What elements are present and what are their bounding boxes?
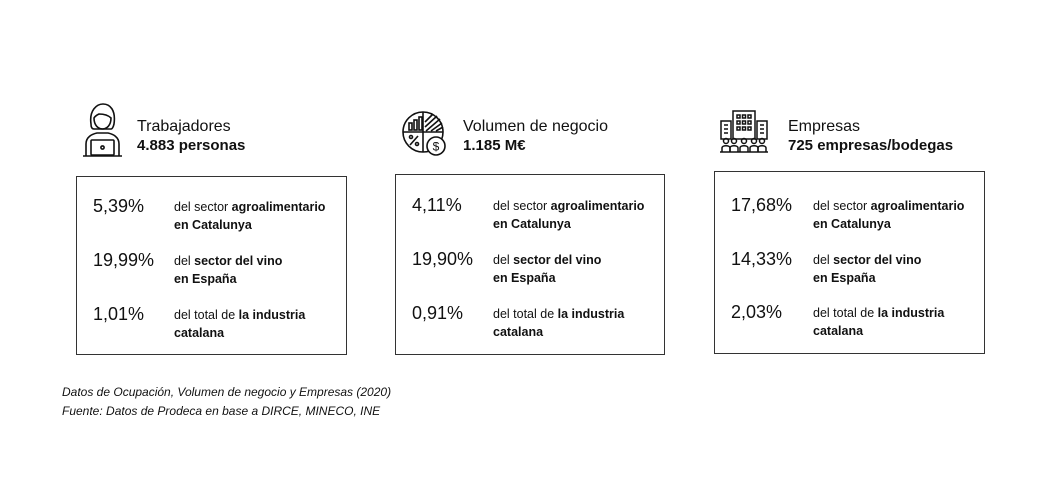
card-value: 1.185 M€ [463,137,526,154]
stat-description: del total de la industria catalana [813,306,945,338]
stat-percentage: 0,91% [412,303,464,323]
stat-row: 19,99% del sector del vino en España [77,250,346,290]
stat-percentage: 17,68% [731,195,793,215]
stats-box-volumen: 4,11% del sector agroalimentario en Catal… [395,174,665,355]
stat-row: 1,01% del total de la industria catalana [77,304,346,344]
stat-description: del sector del vino en España [493,253,602,285]
card-value: 4.883 personas [137,137,246,154]
stat-percentage: 14,33% [731,249,793,269]
stat-description: del sector del vino en España [174,254,283,286]
stat-percentage: 2,03% [731,302,783,322]
svg-text:$: $ [433,140,440,154]
card-value: 725 empresas/bodegas [788,137,954,154]
stat-percentage: 19,90% [412,249,474,269]
stats-box-empresas: 17,68% del sector agroalimentario en Cata… [714,171,985,354]
stat-row: 14,33% del sector del vino en España [715,249,984,289]
card-title: Trabajadores [137,118,231,135]
stats-box-trabajadores: 5,39% del sector agroalimentario en Catal… [76,176,347,355]
stat-description: del total de la industria catalana [493,307,625,339]
stat-row: 4,11% del sector agroalimentario en Catal… [396,195,664,235]
stat-row: 17,68% del sector agroalimentario en Cata… [715,195,984,235]
company-building-icon [719,110,769,159]
business-chart-icon: $ [401,110,449,163]
stat-description: del total de la industria catalana [174,308,306,340]
footnote-source: Fuente: Datos de Prodeca en base a DIRCE… [62,404,381,418]
stat-description: del sector agroalimentario en Catalunya [493,199,645,231]
card-title: Empresas [788,118,861,135]
stat-description: del sector agroalimentario en Catalunya [174,200,326,232]
stat-description: del sector del vino en España [813,253,922,285]
footnote-data: Datos de Ocupación, Volumen de negocio y… [62,385,392,399]
stat-row: 0,91% del total de la industria catalana [396,303,664,343]
stat-percentage: 4,11% [412,195,462,215]
worker-laptop-icon [82,102,122,163]
card-title: Volumen de negocio [463,118,608,135]
stat-row: 19,90% del sector del vino en España [396,249,664,289]
stat-row: 2,03% del total de la industria catalana [715,302,984,342]
stat-percentage: 5,39% [93,196,145,216]
stat-percentage: 19,99% [93,250,155,270]
stat-percentage: 1,01% [93,304,145,324]
stat-description: del sector agroalimentario en Catalunya [813,199,965,231]
stat-row: 5,39% del sector agroalimentario en Catal… [77,196,346,236]
